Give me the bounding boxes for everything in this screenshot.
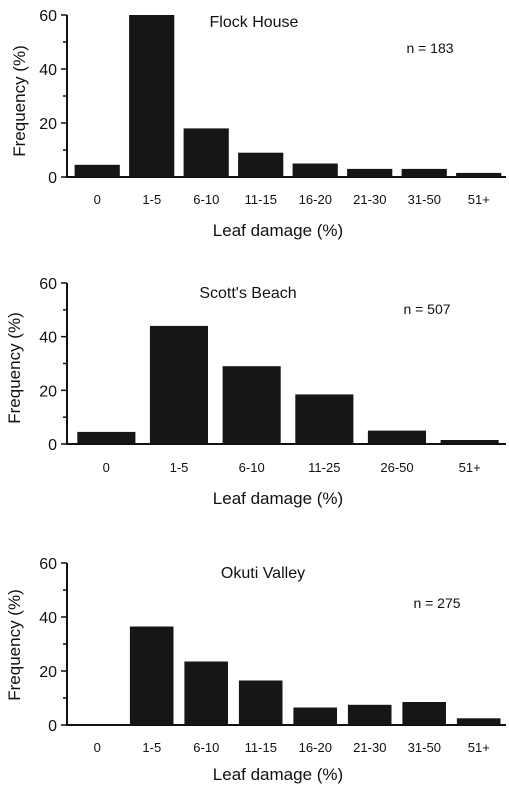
bar-1-5: [149, 325, 208, 444]
chart-panel-2: 0 1-5 6-10 11-25 26-50 51+ 0 20 40 60 Scott's Beac…: [5, 276, 506, 508]
y-tick-label: 60: [39, 556, 57, 573]
bar-16-20: [293, 707, 337, 725]
y-tick-label: 40: [39, 330, 57, 347]
x-tick-label: 1-5: [142, 740, 161, 755]
y-tick-label: 20: [39, 383, 57, 400]
y-axis-label: Frequency (%): [5, 589, 24, 700]
y-tick-label: 40: [39, 62, 57, 79]
bar-51+: [456, 718, 501, 726]
x-tick-label: 51+: [459, 460, 481, 475]
bar-6-10: [183, 128, 229, 177]
chart-panel-1: 0 1-5 6-10 11-15 16-20 21-30 31-50 51+ 0 20 40 60 Fl…: [10, 8, 506, 240]
x-tick-label: 26-50: [380, 460, 413, 475]
y-axis-label: Frequency (%): [10, 45, 29, 156]
x-axis-label: Leaf damage (%): [213, 489, 343, 508]
x-tick-label: 6-10: [193, 192, 219, 207]
sample-size-label: n = 183: [406, 40, 453, 56]
x-tick-label: 0: [94, 192, 101, 207]
y-tick-label: 0: [48, 437, 57, 454]
y-axis-label: Frequency (%): [5, 312, 24, 423]
bar-11-25: [295, 394, 354, 444]
bar-51+: [440, 440, 499, 444]
sample-size-label: n = 275: [413, 595, 460, 611]
y-tick-label: 20: [39, 116, 57, 133]
x-tick-label: 51+: [468, 740, 490, 755]
x-tick-label: 6-10: [239, 460, 265, 475]
bar-21-30: [347, 704, 392, 726]
x-tick-label: 1-5: [170, 460, 189, 475]
bar-21-30: [347, 168, 393, 177]
x-axis-label: Leaf damage (%): [213, 221, 343, 240]
x-tick-label: 21-30: [353, 192, 386, 207]
sample-size-label: n = 507: [403, 301, 450, 317]
y-tick-label: 20: [39, 664, 57, 681]
x-tick-label: 0: [103, 460, 110, 475]
y-tick-label: 60: [39, 276, 57, 293]
chart-panel-3: 0 1-5 6-10 11-15 16-20 21-30 31-50 51+ 0 20 40 60 Ok…: [5, 556, 506, 784]
bar-31-50: [401, 168, 447, 177]
y-tick-label: 0: [48, 170, 57, 187]
panel-title: Scott's Beach: [199, 285, 296, 302]
bar-1-5: [129, 15, 175, 177]
x-tick-label: 1-5: [142, 192, 161, 207]
x-tick-label: 6-10: [193, 740, 219, 755]
bar-11-15: [238, 680, 283, 725]
bar-51+: [456, 172, 502, 177]
y-tick-label: 60: [39, 8, 57, 25]
panel-title: Okuti Valley: [221, 565, 305, 582]
bar-31-50: [402, 702, 446, 725]
x-axis-label: Leaf damage (%): [213, 765, 343, 784]
y-tick-label: 40: [39, 610, 57, 627]
x-tick-label: 16-20: [299, 740, 332, 755]
bar-6-10: [184, 661, 228, 725]
bar-16-20: [292, 163, 338, 177]
bar-0: [74, 164, 120, 177]
x-tick-label: 0: [94, 740, 101, 755]
bar-11-15: [238, 152, 284, 177]
x-tick-label: 31-50: [408, 192, 441, 207]
x-tick-label: 11-15: [245, 740, 277, 755]
x-tick-label: 31-50: [408, 740, 441, 755]
x-tick-label: 11-15: [245, 192, 277, 207]
panel-title: Flock House: [210, 14, 299, 31]
bar-6-10: [222, 366, 281, 444]
x-tick-label: 51+: [468, 192, 490, 207]
x-tick-label: 21-30: [353, 740, 386, 755]
x-tick-label: 11-25: [308, 460, 340, 475]
x-tick-label: 16-20: [299, 192, 332, 207]
bar-26-50: [367, 430, 426, 444]
y-tick-label: 0: [48, 718, 57, 735]
bar-0: [77, 431, 136, 444]
bar-1-5: [129, 626, 174, 725]
